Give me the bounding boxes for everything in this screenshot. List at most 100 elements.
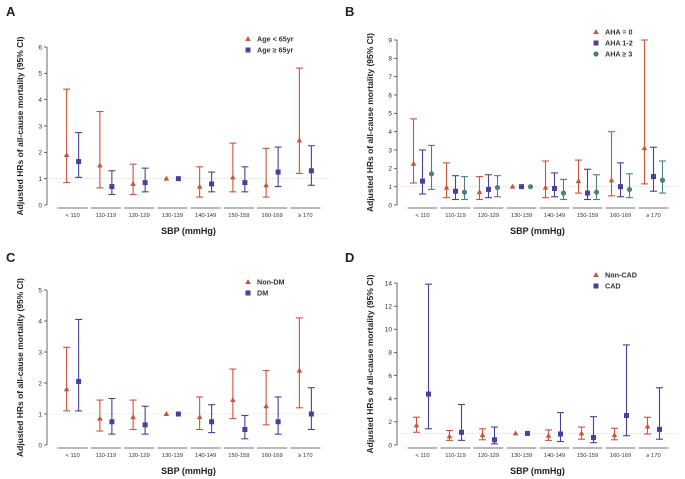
series-dm xyxy=(75,318,315,440)
chart-panel-b: B 0 1 2 3 4 5 6 7 8 9 Adjusted HRs of all-cause mor… xyxy=(345,4,678,236)
y-axis-label: Adjusted HRs of all-cause mortality (95%… xyxy=(365,274,375,453)
chart-panel-d: D 0 2 4 6 8 10 12 14 Adjusted HRs of all-cause mo… xyxy=(345,250,678,476)
legend-label: AHA ≥ 3 xyxy=(605,50,632,59)
data-point xyxy=(196,183,203,189)
data-point xyxy=(476,189,483,195)
data-point xyxy=(130,180,136,186)
y-tick-label: 3 xyxy=(38,123,42,130)
legend-marker xyxy=(593,40,599,46)
x-category-label: 140-149 xyxy=(195,213,216,219)
y-tick-label: 1 xyxy=(38,411,42,418)
x-category-label: 110-119 xyxy=(96,213,116,219)
legend-label: AHA = 0 xyxy=(605,28,633,37)
data-point xyxy=(163,411,170,416)
y-tick-label: 2 xyxy=(38,150,42,157)
legend-label: DM xyxy=(257,289,268,298)
data-point xyxy=(486,186,491,192)
series-age-65yr xyxy=(63,67,303,198)
series-non-dm xyxy=(63,317,303,432)
x-axis-label: SBP (mmHg) xyxy=(510,466,565,476)
y-axis-label: Adjusted HRs of all-cause mortality (95%… xyxy=(365,33,375,212)
x-category-label: ≥ 170 xyxy=(646,213,660,219)
data-point xyxy=(519,184,524,190)
data-point xyxy=(461,189,468,195)
x-category-label: 160-169 xyxy=(261,213,282,219)
y-axis-label: Adjusted HRs of all-cause mortality (95%… xyxy=(15,278,25,457)
y-tick-label: 6 xyxy=(388,373,392,380)
legend-marker xyxy=(245,36,251,41)
y-tick-label: 9 xyxy=(388,37,392,44)
x-category-label: 150-159 xyxy=(577,453,598,459)
x-axis-label: SBP (mmHg) xyxy=(161,226,216,236)
panel-letter: A xyxy=(6,4,16,19)
y-tick-label: 4 xyxy=(388,396,392,403)
y-tick-label: 5 xyxy=(388,111,392,118)
x-category-label: 120-129 xyxy=(478,453,499,459)
data-point xyxy=(552,186,557,191)
x-category-label: 120-129 xyxy=(128,213,149,219)
x-category-label: ≥ 170 xyxy=(646,453,660,459)
data-point xyxy=(63,151,70,157)
data-point xyxy=(608,177,615,183)
data-point xyxy=(209,419,215,425)
x-category-label: < 110 xyxy=(66,213,80,219)
x-category-label: 110-119 xyxy=(96,453,116,459)
data-point xyxy=(494,184,501,191)
y-tick-label: 0 xyxy=(388,202,392,209)
chart-panel-a: A 0 1 2 3 4 5 6 Adjusted HRs of all-cause mortal… xyxy=(6,4,330,236)
y-tick-label: 8 xyxy=(388,350,392,357)
data-point xyxy=(142,180,148,186)
data-point xyxy=(76,159,82,165)
legend-marker xyxy=(593,51,599,57)
x-category-label: < 110 xyxy=(415,453,429,459)
data-point xyxy=(618,184,623,190)
series-cad xyxy=(425,283,663,445)
x-category-label: 150-159 xyxy=(228,213,249,219)
data-point xyxy=(644,423,651,429)
data-point xyxy=(420,178,425,184)
data-point xyxy=(209,181,215,187)
data-point xyxy=(558,431,563,437)
data-point xyxy=(446,433,453,439)
data-point xyxy=(479,432,486,438)
data-point xyxy=(626,186,633,193)
y-tick-label: 2 xyxy=(38,380,42,387)
data-point xyxy=(242,427,248,432)
series-age-65yr xyxy=(75,132,315,196)
legend-marker xyxy=(593,272,599,277)
x-category-label: < 110 xyxy=(66,453,80,459)
data-point xyxy=(443,184,450,190)
data-point xyxy=(575,178,582,184)
data-point xyxy=(230,174,236,180)
data-point xyxy=(459,429,464,435)
data-point xyxy=(611,432,618,438)
y-tick-label: 4 xyxy=(38,318,42,325)
series-non-cad xyxy=(413,416,651,441)
y-tick-label: 2 xyxy=(388,166,392,173)
data-point xyxy=(97,162,103,168)
data-point xyxy=(545,432,552,438)
x-category-label: 160-169 xyxy=(610,453,631,459)
data-point xyxy=(657,426,662,432)
data-point xyxy=(109,419,115,425)
data-point xyxy=(163,175,170,181)
x-category-label: 110-119 xyxy=(445,213,465,219)
x-category-label: 130-139 xyxy=(511,453,532,459)
x-category-label: 120-129 xyxy=(128,453,149,459)
legend-label: CAD xyxy=(605,282,621,291)
data-point xyxy=(175,411,181,417)
x-category-label: 140-149 xyxy=(544,453,565,459)
y-tick-label: 8 xyxy=(388,56,392,63)
legend-label: Age < 65yr xyxy=(257,35,294,44)
data-point xyxy=(410,160,417,166)
y-tick-label: 1 xyxy=(388,184,392,191)
data-point xyxy=(659,177,666,183)
data-point xyxy=(296,137,303,143)
data-point xyxy=(97,415,103,421)
data-point xyxy=(196,414,203,420)
data-point xyxy=(130,414,136,420)
y-tick-label: 5 xyxy=(38,287,42,294)
y-tick-label: 7 xyxy=(388,74,392,81)
data-point xyxy=(109,184,115,190)
